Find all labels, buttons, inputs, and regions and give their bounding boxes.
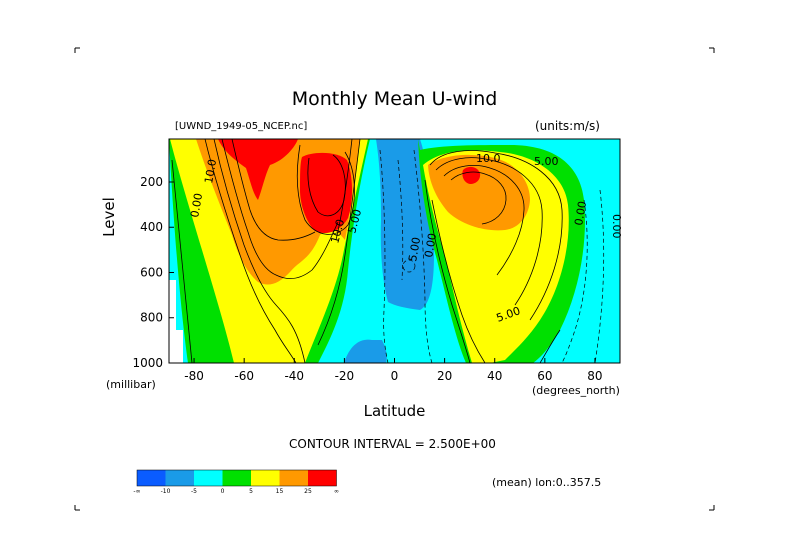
x-tick-label: 80 (587, 369, 602, 383)
corner-marks (74, 47, 715, 511)
contour-label-s2: 10.0 (328, 218, 347, 245)
x-axis-ticks: -80 -60 -40 -20 0 20 40 60 80 (184, 358, 603, 383)
y-tick-label: 400 (140, 220, 163, 234)
chart-title: Monthly Mean U-wind (291, 88, 498, 110)
shading-tropics-neg (376, 139, 434, 310)
colorbar-label: ∞ (334, 488, 339, 495)
contour-label-n4: 0.00 (572, 200, 589, 226)
x-tick-label: 20 (437, 369, 452, 383)
contour-label-s4: 0.00 (188, 192, 205, 218)
shading-s-pole-white (169, 280, 176, 330)
x-tick-label: -80 (184, 369, 204, 383)
shading-s-polar-core (218, 139, 298, 200)
shading-n-jet-core (462, 166, 481, 184)
dataset-label: [UWND_1949-05_NCEP.nc] (175, 121, 308, 132)
contour-label-t2: 5.00 (406, 236, 423, 262)
colorbar-swatch (308, 470, 337, 486)
contour-interval-text: CONTOUR INTERVAL = 2.500E+00 (289, 437, 496, 451)
y-tick-label: 200 (140, 175, 163, 189)
colorbar-label: 15 (276, 488, 284, 495)
shading-s-jet-core (300, 152, 353, 234)
shading-n-orange (428, 154, 530, 231)
contour-label-s3: 10.0 (202, 158, 219, 184)
y-axis-ticks: 200 400 600 800 1000 (132, 175, 174, 370)
colorbar-label: 5 (249, 488, 253, 495)
shading-tropics-near0 (344, 339, 387, 363)
x-axis-label: Latitude (363, 402, 426, 420)
contour-text-labels: 10.0 5.00 5.00 0.00 0.00 5.00 10.0 10.0 … (188, 152, 623, 325)
x-tick-label: -40 (284, 369, 304, 383)
mean-text: (mean) lon:0..357.5 (492, 476, 602, 489)
y-tick-label: 800 (140, 311, 163, 325)
x-tick-label: 60 (537, 369, 552, 383)
units-label: (units:m/s) (535, 119, 600, 133)
x-tick-label: -60 (234, 369, 254, 383)
colorbar: -∞ -10 -5 0 5 15 25 ∞ (133, 469, 339, 495)
colorbar-swatch (137, 470, 166, 486)
colorbar-label: 0 (221, 488, 225, 495)
x-tick-label: -20 (335, 369, 355, 383)
contour-label-t1: 0.00 (422, 232, 439, 258)
colorbar-swatch (222, 470, 251, 486)
shading-s-pole-white2 (169, 330, 183, 363)
colorbar-outline (136, 469, 337, 487)
contour-label-s1: 5.00 (345, 208, 364, 235)
contour-label-n5: 0.00 (610, 214, 623, 239)
plot-fill (169, 139, 620, 363)
colorbar-swatch (251, 470, 280, 486)
contour-label-n1: 10.0 (476, 152, 501, 165)
colorbar-swatch (279, 470, 308, 486)
y-axis-units: (millibar) (106, 378, 156, 391)
colorbar-swatch (194, 470, 223, 486)
contour-label-n2: 5.00 (534, 155, 559, 168)
dashed-contours (379, 149, 605, 363)
x-tick-label: 0 (391, 369, 399, 383)
y-tick-label: 1000 (132, 356, 163, 370)
colorbar-swatch (165, 470, 194, 486)
x-axis-units: (degrees_north) (532, 384, 620, 397)
colorbar-label: -10 (161, 488, 171, 495)
colorbar-label: 25 (304, 488, 312, 495)
y-tick-label: 600 (140, 265, 163, 279)
plot-frame: -80 -60 -40 -20 0 20 40 60 80 200 400 600 800 1000 (132, 138, 621, 383)
x-tick-label: 40 (487, 369, 502, 383)
y-axis-label: Level (100, 197, 118, 237)
contour-lines (171, 139, 563, 363)
colorbar-label: -5 (191, 488, 197, 495)
colorbar-label: -∞ (133, 488, 140, 495)
